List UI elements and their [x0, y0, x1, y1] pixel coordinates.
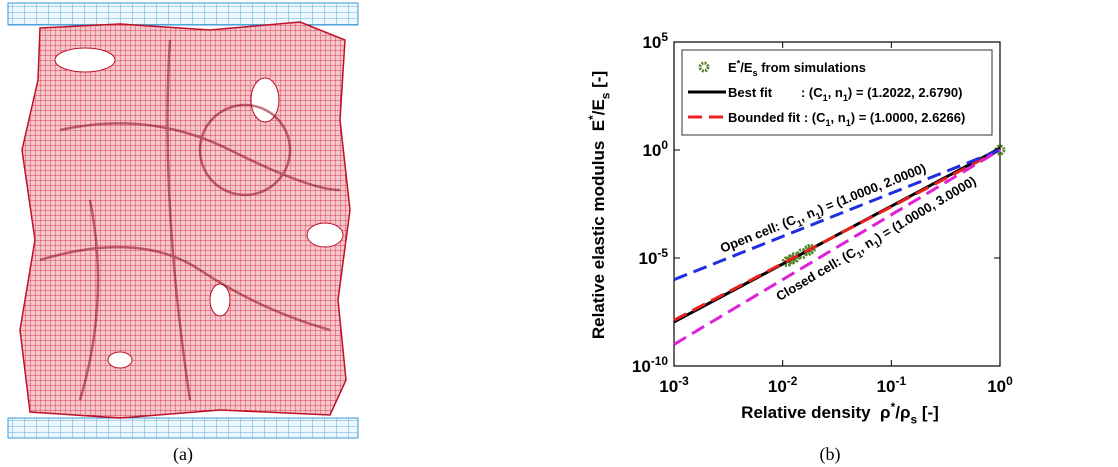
- page: (a) (b) Relative density ρ*/ρs [-] Relat…: [0, 0, 1118, 467]
- top-plate: [8, 3, 358, 25]
- chart: Relative density ρ*/ρs [-] Relative elas…: [586, 30, 1013, 427]
- x-tick-label: 100: [987, 374, 1013, 396]
- mesh-panel: [8, 3, 358, 438]
- y-axis-label: Relative elastic modulus E*/Es [-]: [586, 71, 613, 339]
- y-tick-label: 100: [642, 138, 668, 160]
- caption-b: (b): [820, 444, 841, 465]
- caption-a: (a): [173, 444, 193, 465]
- x-tick-label: 10-2: [768, 374, 798, 396]
- y-tick-label: 10-10: [632, 354, 668, 376]
- x-tick-label: 10-3: [659, 374, 689, 396]
- x-tick-label: 10-1: [877, 374, 907, 396]
- y-tick-label: 105: [642, 30, 668, 52]
- bottom-plate: [8, 418, 358, 438]
- x-axis-label: Relative density ρ*/ρs [-]: [741, 400, 939, 427]
- figure: (a) (b) Relative density ρ*/ρs [-] Relat…: [0, 0, 1118, 467]
- y-tick-label: 10-5: [639, 246, 669, 268]
